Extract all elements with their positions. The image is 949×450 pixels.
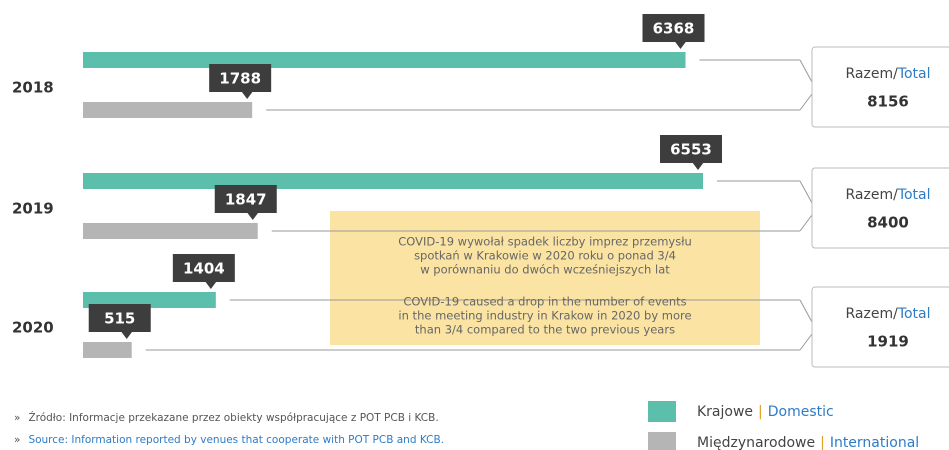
annotation-pl: COVID-19 wywołał spadek liczby imprez pr… [398,235,692,249]
annotation-pl: spotkań w Krakowie w 2020 roku o ponad 3… [414,249,676,263]
connector [799,333,813,351]
value-callout [214,185,277,213]
legend-separator: | [820,435,825,450]
total-caption-pl: Razem/ [845,66,898,82]
annotation-en: COVID-19 caused a drop in the number of … [403,295,686,309]
total-value: 8156 [867,93,909,111]
bar [83,52,686,68]
source-note: » Source: Information reported by venues … [14,434,444,446]
bar [83,342,132,358]
total-box [811,286,949,368]
callout-pointer [692,162,704,170]
legend-swatch [648,432,676,450]
value-callout [88,304,151,332]
value-label: 1404 [183,260,225,278]
value-callout [660,135,722,163]
total-caption-pl: Razem/ [845,187,898,203]
source-note: » Źródło: Informacje przekazane przez obi… [14,411,439,424]
total-caption-en: Total [897,66,931,82]
total-caption: Razem/Total [845,306,930,322]
year-label: 2019 [12,200,54,218]
total-caption: Razem/Total [845,187,930,203]
legend-label: Międzynarodowe | International [697,435,919,450]
total-caption-pl: Razem/ [845,306,898,322]
callout-pointer [204,281,217,289]
value-label: 6553 [670,141,712,159]
total-caption-en: Total [897,187,931,203]
total-box [811,167,949,249]
legend-label: Krajowe | Domestic [697,404,834,420]
value-label: 6368 [653,20,695,38]
bar [83,223,258,239]
annotation-pl: w porównaniu do dwóch wcześniejszych lat [420,263,670,277]
total-value: 8400 [867,214,909,232]
annotation-en: than 3/4 compared to the two previous ye… [415,323,675,337]
value-label: 1847 [225,191,267,209]
year-label: 2020 [12,319,54,337]
value-label: 1788 [219,70,261,88]
legend-name: Międzynarodowe [697,435,815,450]
value-callout [209,64,272,92]
callout-pointer [674,41,687,49]
legend-name: Krajowe [697,404,753,420]
callout-pointer [241,91,254,99]
annotation-box [330,211,760,345]
year-label: 2018 [12,79,54,97]
total-caption-en: Total [897,306,931,322]
legend-swatch [648,401,676,422]
annotation-en: in the meeting industry in Krakow in 202… [398,309,691,323]
value-label: 515 [104,310,135,328]
callout-pointer [120,331,133,339]
connector [799,180,813,204]
total-caption: Razem/Total [845,66,930,82]
bar [83,173,703,189]
bullet: » [14,434,20,446]
value-callout [642,14,705,42]
connector [799,214,813,232]
connector [799,93,813,111]
source-text: Source: Information reported by venues t… [28,434,444,446]
total-value: 1919 [867,333,909,351]
legend-name-en: International [830,435,919,450]
bar [83,102,253,118]
total-box [811,46,949,128]
source-text: Źródło: Informacje przekazane przez obie… [28,411,438,424]
bullet: » [14,412,20,424]
legend-separator: | [758,404,763,420]
connector [799,59,813,83]
legend-name-en: Domestic [768,404,834,420]
callout-pointer [246,212,259,220]
value-callout [172,254,235,282]
connector [799,299,813,323]
